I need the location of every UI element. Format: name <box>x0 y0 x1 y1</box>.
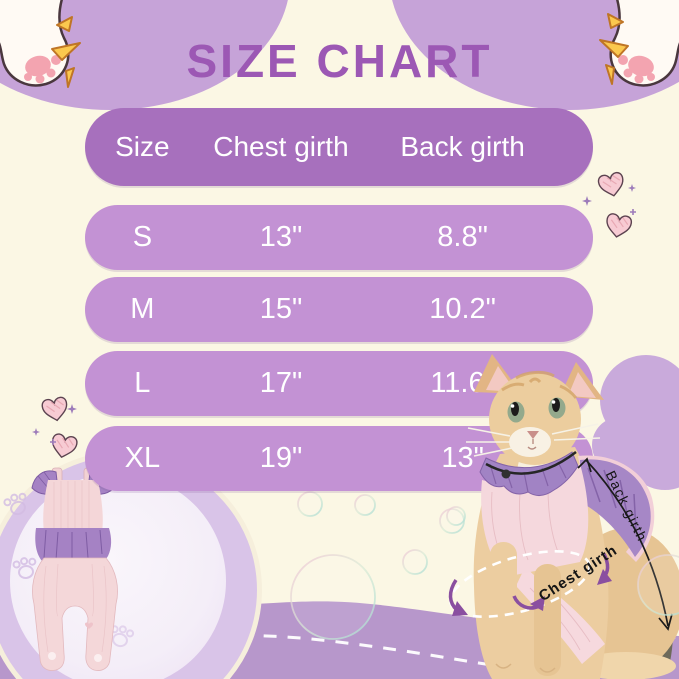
size-cell: M <box>130 293 155 325</box>
column-header-chest: Chest girth <box>213 131 349 162</box>
chest-cell: 19" <box>259 442 303 474</box>
column-header-back: Back girth <box>400 131 525 162</box>
hearts-icon <box>582 172 636 238</box>
back-cell: 13" <box>441 442 484 474</box>
size-cell: S <box>132 221 153 253</box>
back-cell: 10.2" <box>429 293 496 325</box>
table-row: S 13" 8.8" <box>85 205 593 270</box>
table-row: M 15" 10.2" <box>85 277 593 342</box>
hearts-icon <box>32 396 78 459</box>
size-cell: L <box>134 367 151 399</box>
sparkle-triangles-icon <box>51 16 81 88</box>
cat-garment-image <box>31 467 118 671</box>
chest-cell: 15" <box>259 293 303 325</box>
cat-photo <box>466 354 679 679</box>
page-title: SIZE CHART <box>186 35 493 87</box>
back-cell: 8.8" <box>437 221 488 253</box>
size-cell: XL <box>124 442 161 474</box>
chest-cell: 13" <box>259 221 303 253</box>
cat-paw-icon <box>609 0 679 87</box>
column-header-size: Size <box>115 131 170 162</box>
table-header-row: Size Chest girth Back girth <box>85 108 593 186</box>
paw-print-pattern <box>3 492 135 648</box>
chest-cell: 17" <box>259 367 303 399</box>
sparkle-triangles-icon <box>599 13 629 85</box>
